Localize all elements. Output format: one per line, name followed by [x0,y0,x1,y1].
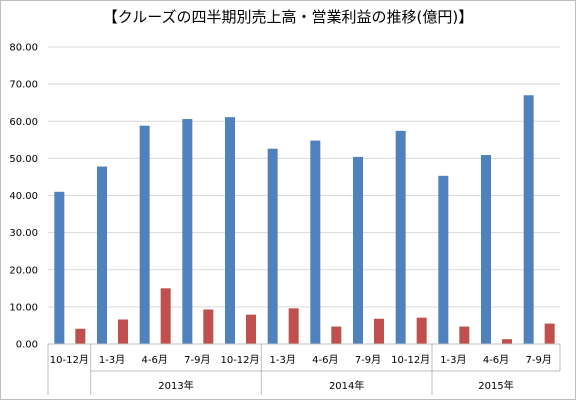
y-tick-label: 10.00 [9,302,38,313]
y-tick-label: 20.00 [9,265,38,276]
x-category-label: 4-6月 [141,354,167,366]
x-year-label: 2013年 [158,379,193,392]
bar [416,317,427,344]
y-tick-label: 80.00 [9,43,38,54]
bar [267,148,278,344]
x-axis: 10-12月 1-3月 4-6月 7-9月 10-12月 1-3月 4-6月 7-9月 10-1… [47,343,561,395]
bar [182,119,193,345]
y-axis: 0.00 10.00 20.00 30.00 40.00 50.00 60.00 70.00 8… [9,43,38,351]
y-tick-label: 30.00 [9,228,38,239]
bar [97,166,107,344]
bar [75,328,86,344]
x-category-label: 1-3月 [99,354,125,366]
x-category-label: 7-9月 [525,354,551,366]
y-tick-label: 50.00 [9,154,38,165]
bars [54,95,555,345]
x-year-label: 2014年 [329,379,364,392]
bar [310,140,321,344]
x-category-label: 10-12月 [50,354,89,366]
x-category-label: 1-3月 [269,354,295,366]
chart-title: 【クルーズの四半期別売上高・営業利益の推移(億円)】 [102,8,474,26]
x-category-label: 4-6月 [312,354,338,366]
bar [502,339,512,344]
bar [544,323,555,344]
bar [54,191,65,344]
y-tick-label: 60.00 [9,117,38,128]
x-category-label: 10-12月 [220,354,259,366]
x-year-label: 2015年 [478,379,513,392]
y-tick-label: 40.00 [9,191,38,202]
y-tick-label: 0.00 [16,340,38,351]
x-category-label: 7-9月 [355,354,381,366]
bar [225,117,235,344]
bar [353,156,363,344]
y-tick-label: 70.00 [9,80,38,91]
bar [523,95,534,344]
x-category-label: 4-6月 [483,354,509,366]
bar [331,326,342,344]
gridlines [48,46,560,345]
bar [246,314,256,344]
x-category-label: 10-12月 [391,354,430,366]
bar [459,326,470,344]
bar [374,318,384,344]
bar [203,309,214,344]
bar [288,308,299,344]
bar [160,288,171,344]
bar [139,125,150,344]
bar [395,130,406,344]
bar [481,155,491,344]
bar [118,319,128,344]
bar [438,175,449,344]
x-category-label: 7-9月 [184,354,210,366]
x-category-label: 1-3月 [440,354,466,366]
